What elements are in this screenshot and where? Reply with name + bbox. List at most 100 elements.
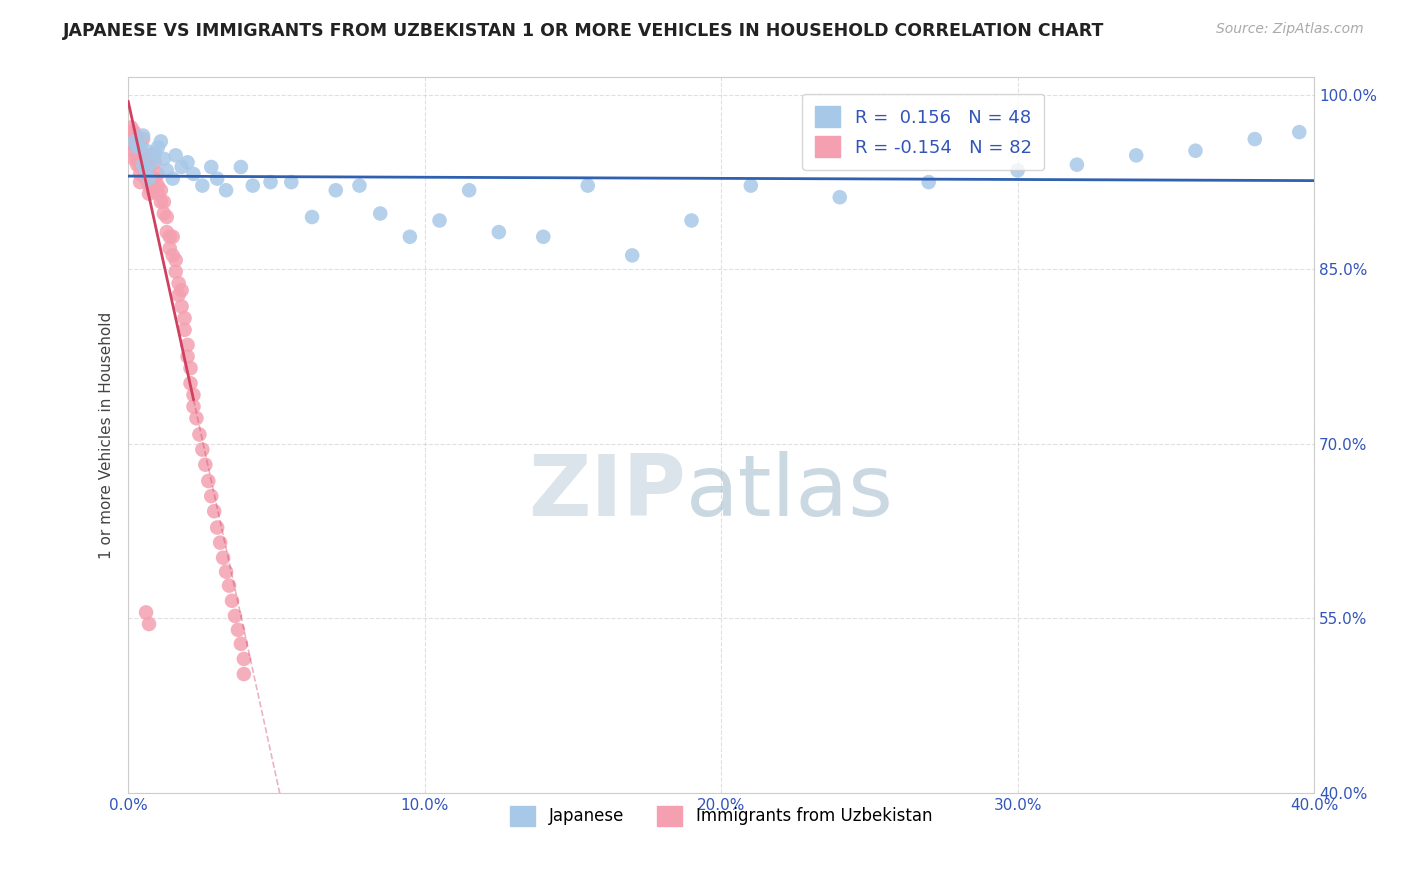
Text: Source: ZipAtlas.com: Source: ZipAtlas.com bbox=[1216, 22, 1364, 37]
Point bbox=[138, 186, 160, 201]
Point bbox=[132, 160, 155, 174]
Point bbox=[146, 186, 169, 201]
Point bbox=[215, 565, 238, 579]
Point bbox=[159, 241, 181, 255]
Point bbox=[159, 229, 181, 244]
Point bbox=[129, 136, 152, 151]
Point bbox=[531, 229, 554, 244]
Point bbox=[146, 167, 169, 181]
Point bbox=[146, 140, 169, 154]
Point bbox=[127, 144, 149, 158]
Point bbox=[141, 155, 163, 169]
Point bbox=[301, 210, 323, 224]
Point bbox=[183, 167, 205, 181]
Point bbox=[135, 148, 157, 162]
Point bbox=[191, 178, 214, 193]
Legend: Japanese, Immigrants from Uzbekistan: Japanese, Immigrants from Uzbekistan bbox=[502, 797, 941, 834]
Point bbox=[242, 178, 264, 193]
Point bbox=[149, 183, 172, 197]
Point bbox=[120, 125, 142, 139]
Point bbox=[221, 594, 243, 608]
Point bbox=[488, 225, 510, 239]
Point bbox=[458, 183, 481, 197]
Point bbox=[138, 160, 160, 174]
Point bbox=[129, 167, 152, 181]
Point bbox=[129, 148, 152, 162]
Point bbox=[149, 135, 172, 149]
Point bbox=[122, 152, 145, 166]
Point bbox=[135, 167, 157, 181]
Point bbox=[179, 376, 201, 391]
Point bbox=[162, 229, 184, 244]
Point bbox=[200, 489, 222, 503]
Y-axis label: 1 or more Vehicles in Household: 1 or more Vehicles in Household bbox=[100, 311, 114, 558]
Point bbox=[229, 160, 252, 174]
Point bbox=[202, 504, 225, 518]
Point bbox=[176, 350, 198, 364]
Point bbox=[165, 253, 187, 268]
Point bbox=[325, 183, 347, 197]
Point bbox=[399, 229, 422, 244]
Point bbox=[165, 148, 187, 162]
Point bbox=[205, 520, 228, 534]
Point bbox=[120, 136, 142, 151]
Point bbox=[1066, 158, 1088, 172]
Text: atlas: atlas bbox=[686, 450, 894, 533]
Point bbox=[132, 128, 155, 143]
Point bbox=[138, 617, 160, 632]
Point bbox=[226, 623, 249, 637]
Point bbox=[232, 667, 254, 681]
Point bbox=[259, 175, 281, 189]
Point bbox=[143, 171, 166, 186]
Point bbox=[122, 131, 145, 145]
Point bbox=[162, 248, 184, 262]
Point bbox=[229, 637, 252, 651]
Point bbox=[212, 550, 235, 565]
Point bbox=[224, 608, 246, 623]
Point bbox=[122, 135, 145, 149]
Point bbox=[621, 248, 644, 262]
Point bbox=[232, 652, 254, 666]
Point bbox=[132, 148, 155, 162]
Point bbox=[127, 152, 149, 166]
Point bbox=[138, 171, 160, 186]
Point bbox=[205, 171, 228, 186]
Point bbox=[191, 442, 214, 457]
Point bbox=[186, 411, 208, 425]
Point bbox=[194, 458, 217, 472]
Point bbox=[209, 535, 232, 549]
Text: JAPANESE VS IMMIGRANTS FROM UZBEKISTAN 1 OR MORE VEHICLES IN HOUSEHOLD CORRELATI: JAPANESE VS IMMIGRANTS FROM UZBEKISTAN 1… bbox=[63, 22, 1105, 40]
Text: ZIP: ZIP bbox=[527, 450, 686, 533]
Point bbox=[143, 155, 166, 169]
Point bbox=[176, 338, 198, 352]
Point bbox=[1288, 125, 1310, 139]
Point bbox=[135, 155, 157, 169]
Point bbox=[122, 136, 145, 151]
Point bbox=[173, 311, 195, 326]
Point bbox=[349, 178, 371, 193]
Point bbox=[197, 474, 219, 488]
Point bbox=[141, 171, 163, 186]
Point bbox=[170, 283, 193, 297]
Point bbox=[1243, 132, 1265, 146]
Point bbox=[429, 213, 451, 227]
Point bbox=[143, 146, 166, 161]
Point bbox=[162, 171, 184, 186]
Point bbox=[183, 400, 205, 414]
Point bbox=[138, 178, 160, 193]
Point bbox=[170, 300, 193, 314]
Point bbox=[122, 125, 145, 139]
Point bbox=[740, 178, 762, 193]
Point bbox=[179, 361, 201, 376]
Point bbox=[1184, 144, 1206, 158]
Point bbox=[165, 265, 187, 279]
Point bbox=[156, 225, 179, 239]
Point bbox=[167, 288, 190, 302]
Point bbox=[156, 163, 179, 178]
Point bbox=[127, 136, 149, 151]
Point bbox=[149, 194, 172, 209]
Point bbox=[188, 427, 211, 442]
Point bbox=[129, 175, 152, 189]
Point bbox=[918, 175, 941, 189]
Point bbox=[215, 183, 238, 197]
